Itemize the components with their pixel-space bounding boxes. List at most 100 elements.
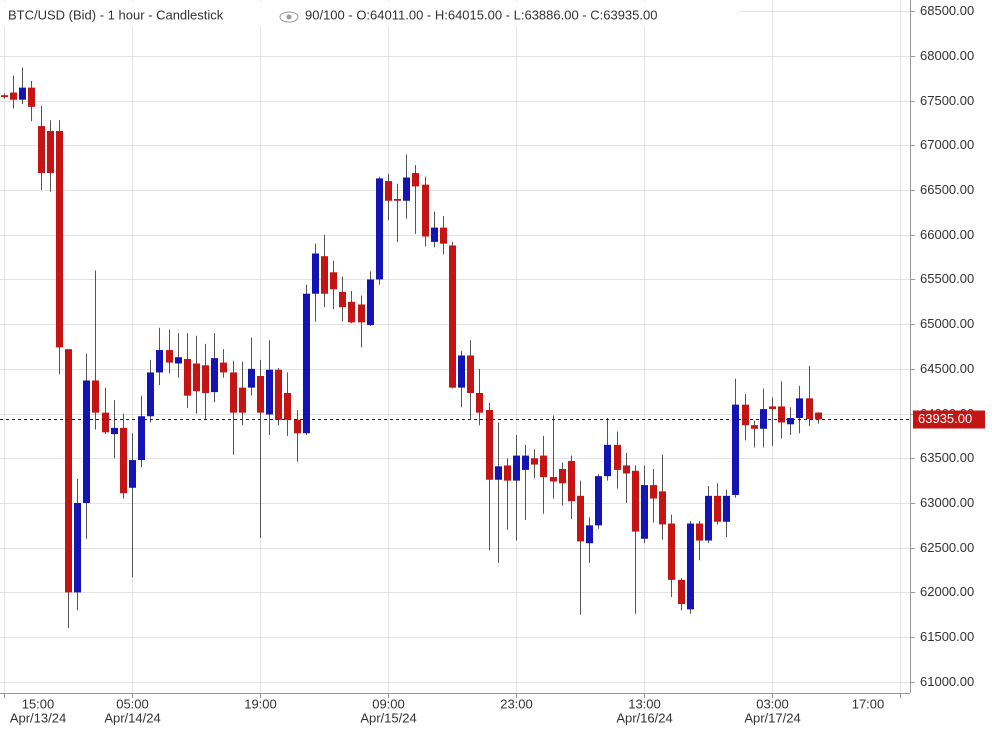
y-tick-label: 61500.00 [920,629,974,644]
candle-body [586,525,593,544]
candle-body [504,465,511,481]
candle-body [330,272,337,290]
candle-body [577,495,584,542]
candle-body [760,409,767,429]
candle-body [732,404,739,495]
y-tick-label: 65500.00 [920,271,974,286]
x-tick-label: 15:00 [22,696,55,711]
candle-body [486,409,493,480]
candle-body [248,368,255,388]
x-tick-label: 05:00 [116,696,149,711]
candle-body [111,427,118,435]
chart-title: BTC/USD (Bid) - 1 hour - Candlestick [8,7,224,22]
candle-body [458,355,465,388]
last-price-label: 63935.00 [918,411,972,426]
candle-body [367,279,374,326]
candle-body [650,485,657,499]
candle-body [787,418,794,425]
candle-body [1,95,8,98]
candle-body [38,126,45,174]
x-tick-date: Apr/17/24 [744,710,800,725]
candle-body [522,455,529,470]
y-tick-label: 61000.00 [920,674,974,689]
y-tick-label: 62500.00 [920,540,974,555]
x-tick-date: Apr/13/24 [10,710,66,725]
candle-body [440,227,447,244]
candle-body [422,184,429,237]
candle-body [239,387,246,413]
candle-body [668,523,675,580]
candle-body [47,130,54,174]
candle-body [65,349,72,593]
x-tick-date: Apr/16/24 [616,710,672,725]
candle-body [166,350,173,363]
candle-body [467,355,474,393]
candle-body [138,416,145,461]
candle-body [358,304,365,323]
candle-body [275,369,282,420]
candle-body [751,425,758,429]
candle-body [257,376,264,413]
candle-body [339,291,346,308]
candle-body [476,392,483,413]
candle-body [202,365,209,393]
candle-body [175,357,182,364]
y-tick-label: 67000.00 [920,137,974,152]
candle-body [348,301,355,323]
candle-body [303,293,310,434]
candle-body [83,380,90,503]
x-tick-label: 17:00 [852,696,885,711]
candle-body [321,256,328,294]
labels: 61000.00 61500.00 62000.00 62500.00 63000.00… [0,3,985,725]
y-tick-label: 65000.00 [920,316,974,331]
candle-body [540,455,547,478]
candle-body [120,427,127,494]
candle-body [623,465,630,474]
y-tick-label: 66500.00 [920,182,974,197]
candle-body [796,398,803,419]
y-tick-label: 67500.00 [920,93,974,108]
candle-body [211,358,218,393]
candle-body [312,253,319,294]
x-tick-label: 03:00 [756,696,789,711]
candle-body [632,470,639,532]
y-tick-label: 64500.00 [920,361,974,376]
candle-body [193,363,200,392]
candle-body [385,181,392,201]
candle-body [705,495,712,541]
candle-body [376,178,383,280]
candle-body [394,198,401,201]
eye-icon [279,11,299,23]
candle-body [92,380,99,413]
candle-body [742,404,749,426]
x-tick-date: Apr/15/24 [360,710,416,725]
candle-body [156,350,163,373]
grid-layer [0,0,910,693]
candle-body [28,87,35,107]
candle-body [431,227,438,242]
y-tick-label: 68000.00 [920,48,974,63]
candle-body [266,369,273,415]
candle-body [696,523,703,541]
candle-body [129,460,136,488]
candle-body [495,466,502,480]
candle-body [513,455,520,481]
candle-body [74,502,81,593]
candle-body [806,398,813,419]
candle-body [559,469,566,484]
candle-body [604,444,611,477]
x-tick-label: 13:00 [628,696,661,711]
candle-body [815,412,822,420]
candle-body [550,477,557,482]
x-tick-label: 23:00 [500,696,533,711]
candle-body [220,362,227,373]
y-tick-label: 62000.00 [920,584,974,599]
candle-body [56,130,63,348]
candle-body [449,245,456,388]
x-tick-label: 19:00 [244,696,277,711]
ohlc-info: 90/100 - O:64011.00 - H:64015.00 - L:638… [305,7,657,22]
candle-body [412,173,419,187]
candle-body [294,419,301,434]
candle-body [778,406,785,423]
